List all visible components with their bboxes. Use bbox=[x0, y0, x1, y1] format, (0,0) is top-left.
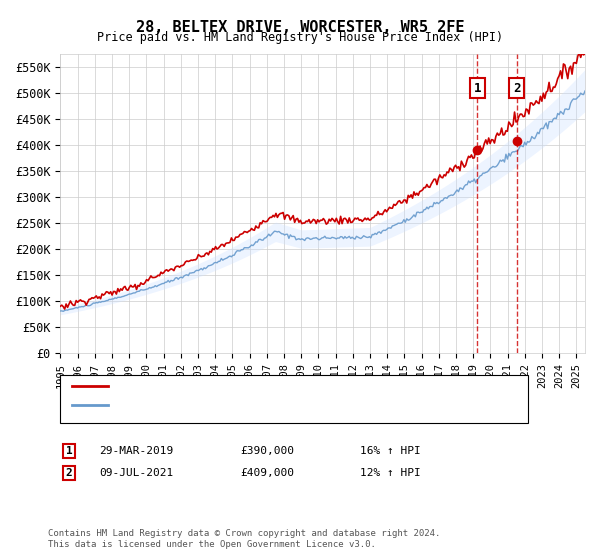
Text: 16% ↑ HPI: 16% ↑ HPI bbox=[360, 446, 421, 456]
Text: 2: 2 bbox=[513, 82, 520, 95]
Text: £390,000: £390,000 bbox=[240, 446, 294, 456]
Text: HPI: Average price, detached house, Worcester: HPI: Average price, detached house, Worc… bbox=[114, 400, 395, 410]
Text: 1: 1 bbox=[65, 446, 73, 456]
Text: 28, BELTEX DRIVE, WORCESTER, WR5 2FE (detached house): 28, BELTEX DRIVE, WORCESTER, WR5 2FE (de… bbox=[114, 381, 445, 391]
Text: 12% ↑ HPI: 12% ↑ HPI bbox=[360, 468, 421, 478]
Text: Contains HM Land Registry data © Crown copyright and database right 2024.
This d: Contains HM Land Registry data © Crown c… bbox=[48, 529, 440, 549]
Text: £409,000: £409,000 bbox=[240, 468, 294, 478]
Text: 09-JUL-2021: 09-JUL-2021 bbox=[99, 468, 173, 478]
Text: 29-MAR-2019: 29-MAR-2019 bbox=[99, 446, 173, 456]
Text: 1: 1 bbox=[473, 82, 481, 95]
Text: 28, BELTEX DRIVE, WORCESTER, WR5 2FE: 28, BELTEX DRIVE, WORCESTER, WR5 2FE bbox=[136, 20, 464, 35]
Text: Price paid vs. HM Land Registry's House Price Index (HPI): Price paid vs. HM Land Registry's House … bbox=[97, 31, 503, 44]
Text: 2: 2 bbox=[65, 468, 73, 478]
